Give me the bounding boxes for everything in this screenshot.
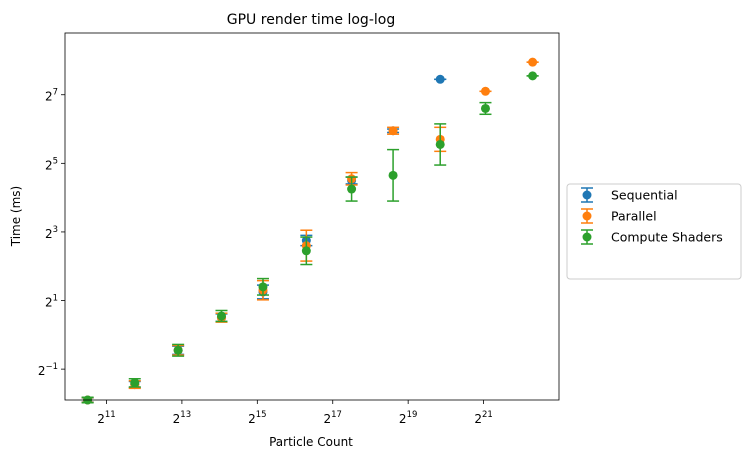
compute-shaders-point [528,71,538,81]
y-tick-label: 21 [45,294,58,310]
x-axis: 211 213 215 217 219 221 [97,400,493,426]
x-tick-label: 213 [173,410,191,426]
legend: Sequential Parallel Compute Shaders [566,183,742,280]
x-tick-label: 211 [97,410,115,426]
legend-box [566,183,742,280]
x-tick-label: 221 [474,410,492,426]
compute-shaders-point [480,103,490,113]
compute-shaders-point [130,378,140,388]
y-tick-label: 25 [45,156,58,172]
plot-frame [64,32,560,401]
legend-label-parallel: Parallel [611,209,657,224]
y-tick-label: 27 [45,88,58,104]
parallel-point [480,86,490,96]
legend-marker-sequential [582,190,592,200]
compute-shaders-point [173,345,183,355]
chart-title: GPU render time log-log [227,12,395,28]
x-tick-label: 215 [248,410,266,426]
legend-label-compute-shaders: Compute Shaders [611,230,723,245]
y-axis: 2−1 21 23 25 27 [38,88,65,378]
x-tick-label: 219 [399,410,417,426]
y-tick-label: 23 [45,225,58,241]
compute-shaders-point [435,139,445,149]
parallel-point [528,57,538,67]
compute-shaders-point [301,246,311,256]
compute-shaders-point [258,282,268,292]
sequential-point [435,74,445,84]
legend-label-sequential: Sequential [611,188,678,203]
x-tick-label: 217 [324,410,342,426]
compute-shaders-point [388,170,398,180]
compute-shaders-point [216,311,226,321]
compute-shaders-point [347,184,357,194]
y-tick-label: 2−1 [38,362,58,378]
parallel-point [388,126,398,136]
legend-marker-parallel [582,211,592,221]
chart-marks [81,57,539,405]
y-axis-title: Time (ms) [9,186,23,248]
x-axis-title: Particle Count [269,435,353,449]
legend-marker-compute-shaders [582,232,592,242]
